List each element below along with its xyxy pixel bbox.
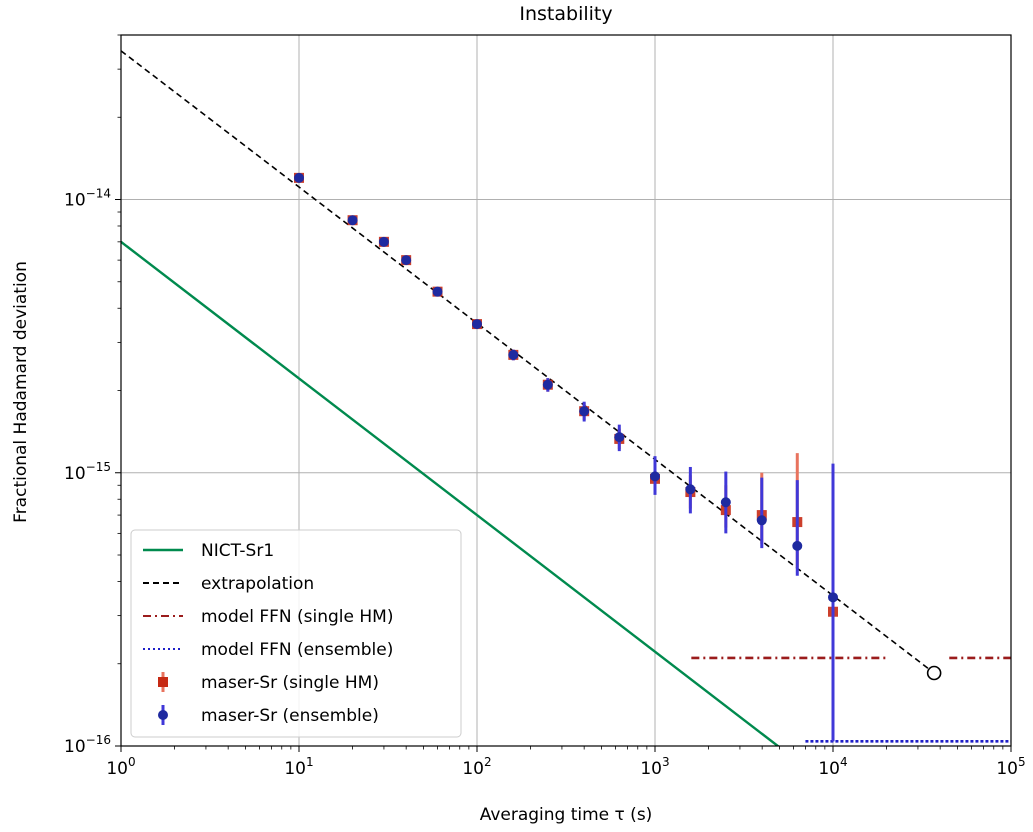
legend-item-maser-sr-ensemble: maser-Sr (ensemble) bbox=[158, 705, 379, 726]
series-maser-sr-ensemble bbox=[294, 172, 838, 742]
maser-sr-ensemble-point bbox=[579, 406, 590, 417]
x-tick-label: 100 bbox=[106, 755, 135, 779]
y-axis-ticks: 10−14 10−15 10−16 bbox=[64, 187, 121, 757]
maser-sr-ensemble-point bbox=[472, 319, 482, 330]
maser-sr-ensemble-point bbox=[685, 484, 696, 495]
maser-sr-ensemble-point bbox=[542, 379, 553, 390]
y-axis-label: Fractional Hadamard deviation bbox=[11, 261, 31, 523]
maser-sr-ensemble-point bbox=[401, 255, 412, 266]
series-nict-sr1 bbox=[121, 240, 780, 746]
x-tick-label: 101 bbox=[284, 755, 313, 779]
chart-title: Instability bbox=[519, 3, 612, 25]
legend-item-nict-sr1: NICT-Sr1 bbox=[143, 541, 274, 561]
legend-label: extrapolation bbox=[201, 574, 314, 594]
maser-sr-ensemble-point bbox=[792, 540, 803, 551]
maser-sr-ensemble-point bbox=[508, 349, 519, 360]
open-circle-marker bbox=[926, 665, 942, 681]
legend-box bbox=[130, 529, 462, 738]
legend-label: maser-Sr (ensemble) bbox=[201, 706, 379, 726]
maser-sr-ensemble-point bbox=[756, 515, 767, 526]
x-tick-label: 105 bbox=[996, 755, 1025, 779]
maser-sr-ensemble-point bbox=[828, 592, 838, 603]
legend: NICT-Sr1 extrapolation model FFN (single H… bbox=[130, 529, 462, 738]
maser-sr-ensemble-point bbox=[614, 432, 625, 443]
legend-item-extrapolation: extrapolation bbox=[143, 574, 314, 594]
plot-frame bbox=[120, 34, 1012, 747]
legend-item-maser-sr-single-hm: maser-Sr (single HM) bbox=[158, 672, 379, 693]
legend-handle-marker bbox=[158, 677, 168, 687]
x-tick-label: 102 bbox=[462, 755, 491, 779]
x-tick-label: 103 bbox=[640, 755, 669, 779]
legend-label: NICT-Sr1 bbox=[201, 541, 274, 561]
maser-sr-ensemble-point bbox=[347, 215, 358, 226]
legend-label: model FFN (ensemble) bbox=[201, 640, 393, 660]
maser-sr-ensemble-point bbox=[432, 286, 443, 297]
y-tick-label: 10−15 bbox=[64, 460, 111, 484]
y-tick-label: 10−14 bbox=[64, 187, 111, 211]
maser-sr-ensemble-point bbox=[378, 236, 389, 247]
legend-item-model-ffn-single-hm: model FFN (single HM) bbox=[143, 607, 393, 627]
maser-sr-ensemble-point bbox=[720, 497, 731, 508]
maser-sr-ensemble-point bbox=[294, 172, 304, 183]
nict-sr1-line bbox=[121, 240, 780, 746]
x-axis-label: Averaging time τ (s) bbox=[480, 805, 653, 825]
maser-sr-ensemble-point bbox=[650, 471, 660, 482]
y-tick-label: 10−16 bbox=[64, 733, 111, 757]
plot-series bbox=[121, 50, 1011, 746]
legend-handle-marker bbox=[158, 710, 168, 720]
legend-label: model FFN (single HM) bbox=[201, 607, 393, 627]
legend-label: maser-Sr (single HM) bbox=[201, 673, 379, 693]
legend-item-model-ffn-ensemble: model FFN (ensemble) bbox=[143, 640, 393, 660]
x-axis-ticks: 100 101 102 103 104 105 bbox=[106, 746, 1026, 779]
x-tick-label: 104 bbox=[818, 755, 847, 779]
